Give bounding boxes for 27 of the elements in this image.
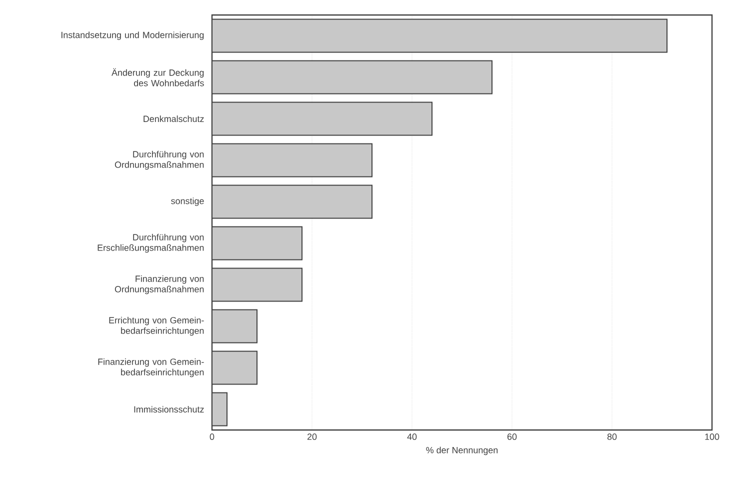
bar bbox=[212, 143, 373, 178]
bar bbox=[212, 60, 493, 94]
bar bbox=[212, 184, 373, 219]
y-tick-label: Durchführung von Erschließungsmaßnahmen bbox=[98, 234, 204, 253]
bar bbox=[212, 268, 302, 302]
bar bbox=[212, 350, 258, 385]
y-tick-label: Instandsetzung und Modernisierung bbox=[62, 32, 204, 40]
x-tick-label: 20 bbox=[307, 434, 317, 440]
x-tick-label: 100 bbox=[705, 434, 720, 440]
y-tick-label: Finanzierung von Gemein-bedarfseinrichtungen bbox=[98, 358, 204, 378]
y-tick-label: Errichtung von Gemein-bedarfseinrichtungen bbox=[109, 316, 204, 336]
bar bbox=[212, 392, 228, 426]
x-tick-label: 0 bbox=[210, 434, 214, 440]
x-tick-label: 60 bbox=[507, 434, 517, 440]
y-tick-label: Denkmalschutz bbox=[144, 115, 204, 122]
y-tick-label: Änderung zur Deckung des Wohnbedarfs bbox=[112, 68, 204, 86]
y-tick-label: Finanzierung von Ordnungsmaßnahmen bbox=[114, 275, 204, 294]
x-tick-label: 40 bbox=[407, 434, 417, 440]
bar bbox=[212, 102, 433, 136]
y-tick-label: Durchführung von Ordnungsmaßnahmen bbox=[114, 150, 204, 170]
bar bbox=[212, 18, 668, 53]
bar bbox=[212, 226, 302, 260]
y-tick-label: Immissionsschutz bbox=[134, 406, 204, 413]
y-tick-label: sonstige bbox=[171, 198, 204, 206]
bar bbox=[212, 309, 258, 344]
x-tick-label: 80 bbox=[607, 434, 617, 440]
x-axis-title: % der Nennungen bbox=[426, 446, 498, 456]
